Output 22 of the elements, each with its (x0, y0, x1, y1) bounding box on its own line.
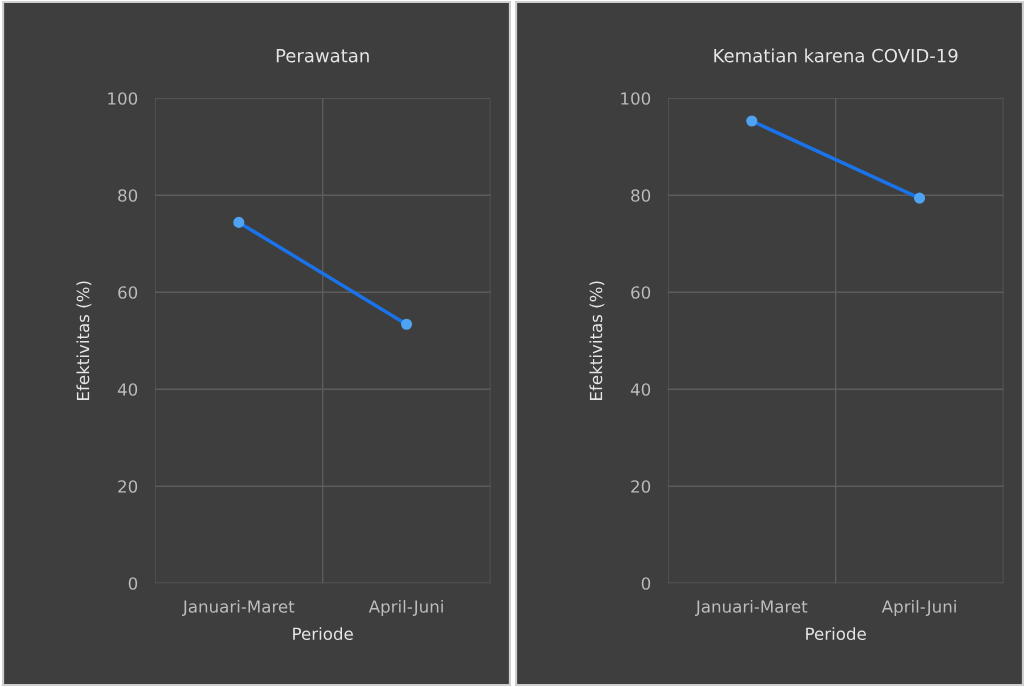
x-tick-label: Januari-Maret (182, 599, 295, 616)
y-tick-label: 80 (631, 189, 651, 202)
y-tick-label: 0 (641, 577, 651, 590)
x-tick-label: Januari-Maret (695, 599, 808, 616)
y-tick-label: 40 (117, 383, 138, 396)
x-axis-title: Periode (293, 627, 353, 641)
y-tick-label: 60 (118, 286, 138, 299)
chart-title: Kematian karena COVID-19 (714, 48, 958, 63)
y-axis-title: Efektivitas (%) (589, 281, 605, 400)
x-axis-title: Periode (806, 627, 866, 641)
y-tick-label: 20 (631, 480, 651, 493)
y-axis-title: Efektivitas (%) (76, 281, 92, 400)
y-tick-label: 80 (118, 189, 138, 202)
chart-title: Perawatan (276, 48, 369, 63)
x-tick-label: April-Juni (368, 599, 443, 617)
y-tick-label: 0 (128, 577, 138, 590)
y-tick-label: 60 (631, 286, 651, 299)
y-tick-label: 100 (108, 92, 138, 105)
x-tick-label: April-Juni (881, 599, 956, 617)
y-tick-label: 20 (118, 480, 138, 493)
y-tick-label: 40 (630, 383, 651, 396)
y-tick-label: 100 (621, 92, 651, 105)
